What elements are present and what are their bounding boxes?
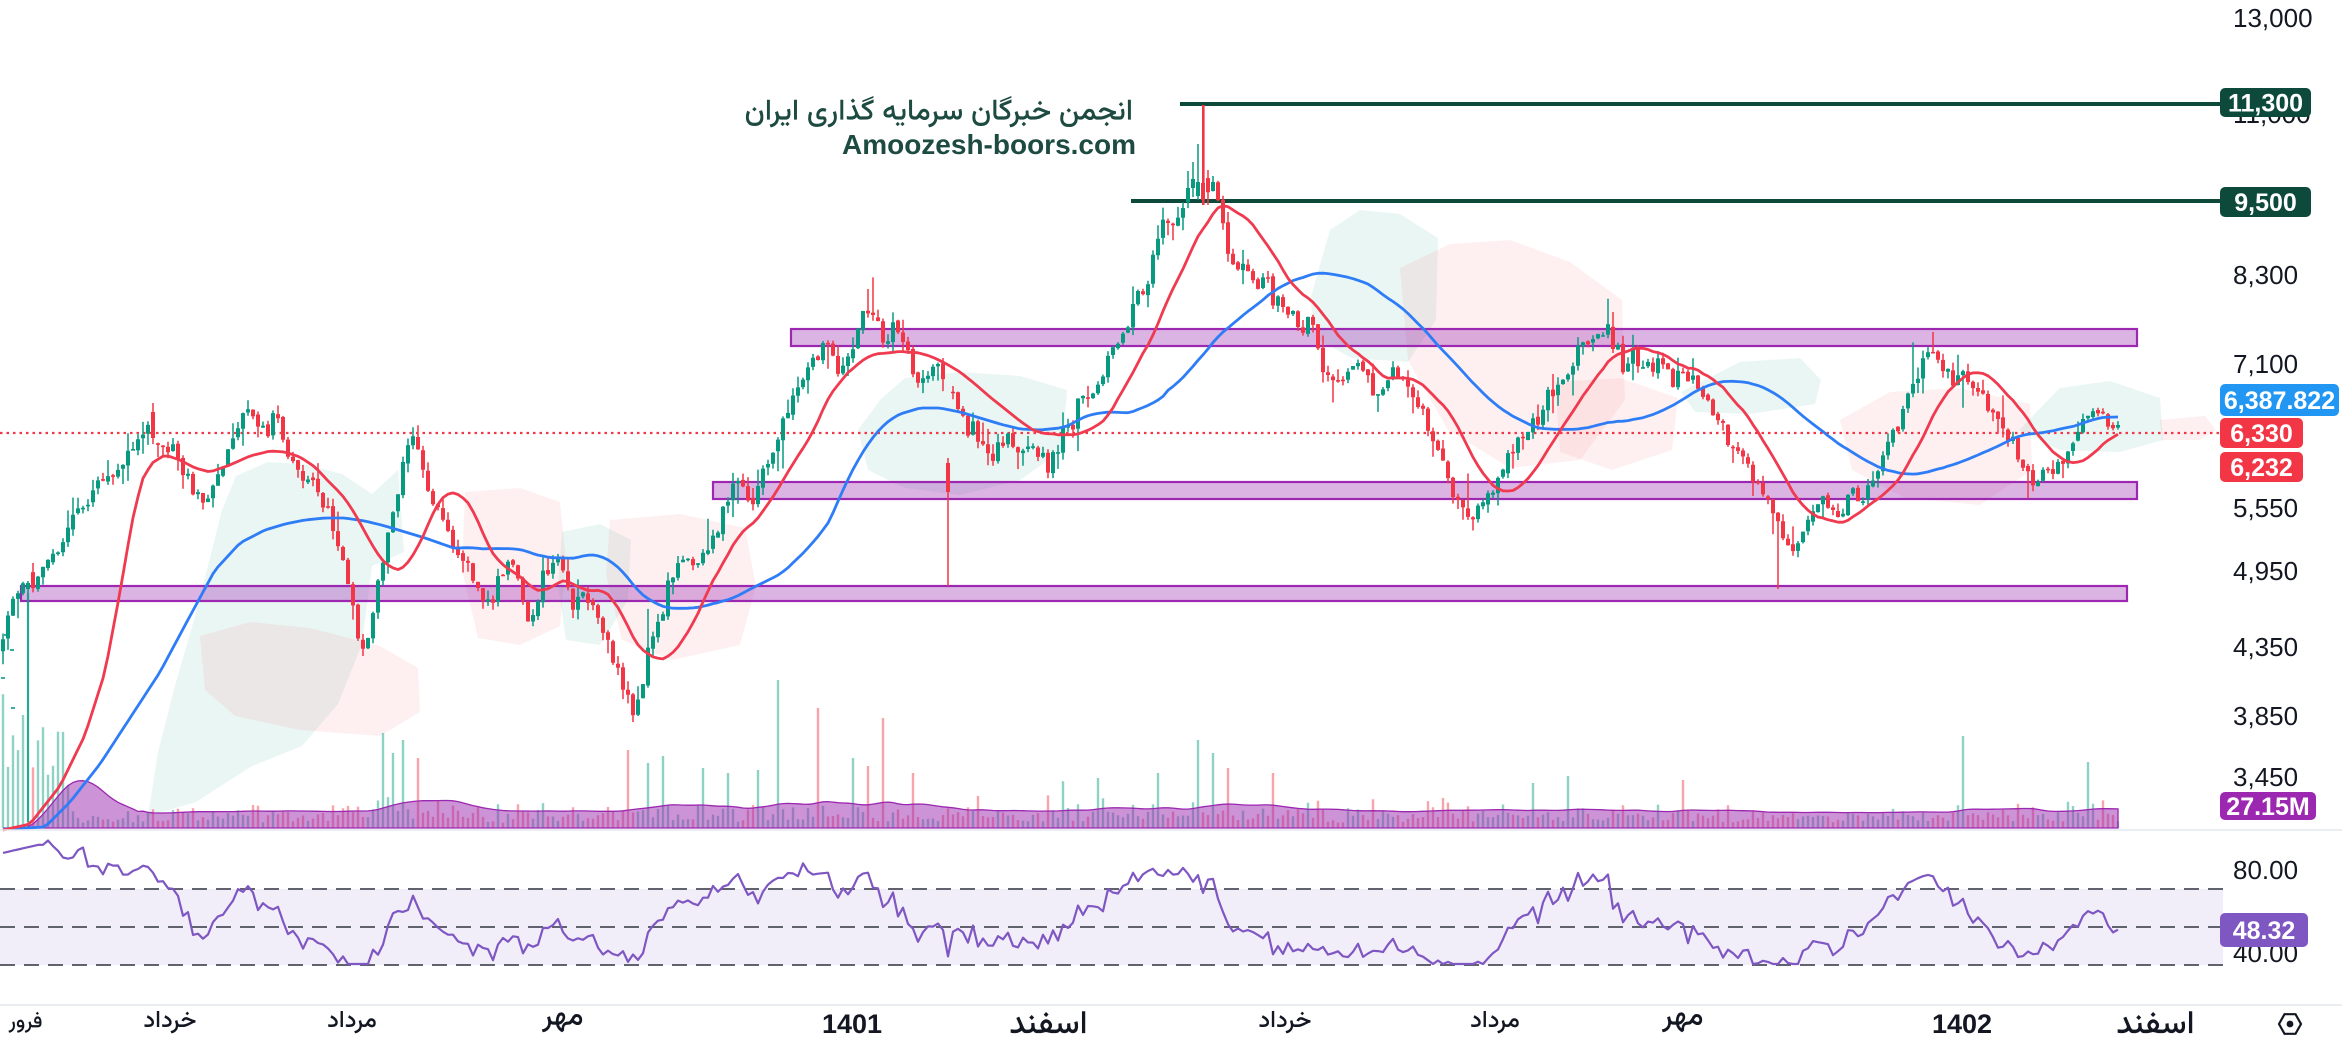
svg-text:8,300: 8,300 bbox=[2233, 260, 2298, 290]
svg-text:6,387.822: 6,387.822 bbox=[2224, 387, 2335, 415]
svg-text:7,100: 7,100 bbox=[2233, 349, 2298, 379]
svg-text:6,232: 6,232 bbox=[2230, 454, 2293, 482]
svg-text:1401: 1401 bbox=[822, 1009, 882, 1039]
svg-text:1402: 1402 bbox=[1932, 1009, 1992, 1039]
svg-text:9,500: 9,500 bbox=[2234, 189, 2297, 217]
svg-text:3,850: 3,850 bbox=[2233, 701, 2298, 731]
svg-text:Amoozesh-boors.com: Amoozesh-boors.com bbox=[842, 129, 1136, 160]
svg-text:3,450: 3,450 bbox=[2233, 762, 2298, 792]
svg-text:4,350: 4,350 bbox=[2233, 632, 2298, 662]
svg-text:4,950: 4,950 bbox=[2233, 556, 2298, 586]
svg-text:27.15M: 27.15M bbox=[2226, 793, 2309, 821]
svg-text:11,300: 11,300 bbox=[2228, 90, 2303, 118]
svg-text:5,550: 5,550 bbox=[2233, 493, 2298, 523]
svg-text:13,000: 13,000 bbox=[2233, 3, 2313, 33]
svg-text:80.00: 80.00 bbox=[2233, 855, 2298, 885]
svg-text:6,330: 6,330 bbox=[2230, 420, 2293, 448]
svg-text:48.32: 48.32 bbox=[2233, 917, 2296, 945]
